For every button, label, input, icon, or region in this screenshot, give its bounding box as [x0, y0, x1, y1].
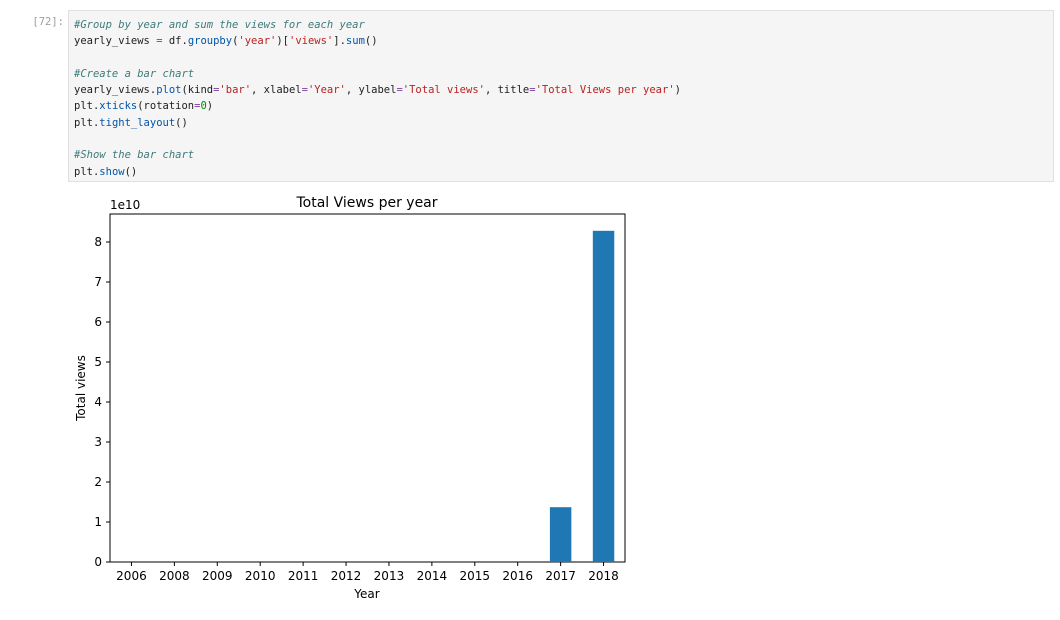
y-tick-label: 5 [94, 355, 102, 369]
x-axis-label: Year [353, 587, 379, 601]
code-token: 'Total Views per year' [535, 84, 675, 97]
code-token: )[ [276, 35, 289, 48]
code-token: () [124, 165, 138, 178]
code-line: #Show the bar chart [74, 147, 1053, 163]
y-tick-label: 7 [94, 275, 102, 289]
code-token: #Show the bar chart [74, 149, 195, 162]
code-token: yearly_views [74, 35, 157, 48]
code-token: sum [345, 35, 365, 48]
y-offset-label: 1e10 [110, 198, 140, 212]
y-tick-label: 4 [94, 395, 102, 409]
x-tick-label: 2006 [116, 569, 147, 583]
bar-2018 [592, 230, 615, 563]
y-axis-label: Total views [74, 355, 88, 422]
code-line: plt.tight_layout() [74, 115, 1053, 131]
x-tick-label: 2011 [288, 569, 319, 583]
code-token: 0 [200, 100, 207, 113]
x-tick-label: 2015 [460, 569, 491, 583]
code-line: yearly_views = df.groupby('year')['views… [74, 33, 1053, 49]
code-token: (kind [181, 84, 214, 97]
y-tick-label: 1 [94, 515, 102, 529]
code-token: xticks [99, 100, 138, 113]
code-token: 'Year' [307, 84, 346, 97]
code-token: , ylabel [345, 84, 397, 97]
code-token: tight_layout [99, 116, 176, 129]
y-tick-label: 2 [94, 475, 102, 489]
code-line [74, 131, 1053, 147]
x-tick-label: 2017 [545, 569, 576, 583]
y-tick-label: 8 [94, 235, 102, 249]
code-token: = [194, 100, 201, 113]
code-token: yearly_views. [74, 84, 157, 97]
plot-area [109, 213, 626, 563]
code-token: (rotation [137, 100, 195, 113]
code-token: () [364, 35, 378, 48]
code-token: groupby [187, 35, 233, 48]
code-token: () [175, 116, 188, 129]
code-token: , title [484, 84, 530, 97]
code-token: 'bar' [219, 84, 252, 97]
x-tick-label: 2008 [159, 569, 190, 583]
y-tick-label: 6 [94, 315, 102, 329]
code-token: #Group by year and sum the views for eac… [74, 19, 365, 31]
code-token: ) [206, 100, 214, 113]
code-line [74, 50, 1053, 66]
code-token: = [213, 84, 220, 97]
code-token: ( [232, 35, 239, 48]
code-line: yearly_views.plot(kind='bar', xlabel='Ye… [74, 82, 1053, 98]
code-token: show [99, 165, 125, 178]
x-tick-label: 2018 [588, 569, 619, 583]
code-token: 'year' [238, 35, 277, 48]
code-token: df. [162, 35, 188, 48]
cell-prompt: [72]: [32, 16, 64, 28]
code-line: plt.show() [74, 164, 1053, 180]
code-token: plt. [74, 100, 100, 113]
code-token: 'Total views' [402, 84, 485, 97]
code-token: ]. [333, 35, 346, 48]
chart-title: Total Views per year [295, 195, 437, 211]
code-line: #Group by year and sum the views for eac… [74, 17, 1053, 33]
code-line: #Create a bar chart [74, 66, 1053, 82]
code-cell-editor[interactable]: #Group by year and sum the views for eac… [68, 10, 1054, 182]
x-ticks-group: 2006 2008 2009 2010 2011 2012 2013 2014 2015 2016… [116, 562, 619, 583]
code-token: = [529, 84, 536, 97]
y-tick-label: 0 [94, 555, 102, 569]
x-tick-label: 2014 [417, 569, 448, 583]
x-tick-label: 2012 [331, 569, 362, 583]
code-token: ) [674, 84, 681, 97]
y-ticks-group: 0 1 2 3 4 5 6 7 8 [94, 235, 110, 569]
bar-2017 [549, 507, 572, 562]
code-token: plt. [74, 165, 100, 178]
code-token: = [301, 84, 308, 97]
y-tick-label: 3 [94, 435, 102, 449]
code-token: = [396, 84, 403, 97]
code-token: plot [156, 84, 182, 97]
code-line: plt.xticks(rotation=0) [74, 98, 1053, 114]
code-token: plt. [74, 116, 100, 129]
x-tick-label: 2010 [245, 569, 276, 583]
bars-group [549, 230, 615, 563]
code-token: , xlabel [251, 84, 302, 97]
x-tick-label: 2016 [502, 569, 533, 583]
code-token: 'views' [289, 35, 334, 48]
code-token: = [156, 35, 163, 48]
code-token: #Create a bar chart [74, 67, 195, 80]
x-tick-label: 2009 [202, 569, 233, 583]
x-tick-label: 2013 [374, 569, 405, 583]
